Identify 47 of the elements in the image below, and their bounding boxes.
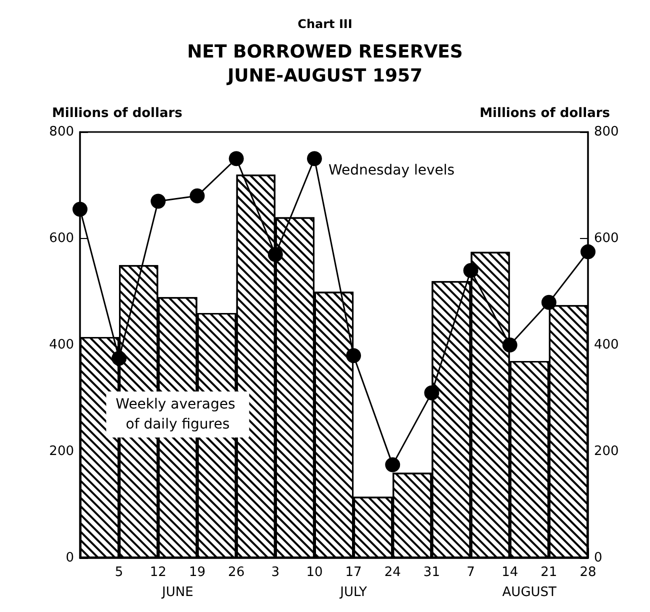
point	[424, 385, 440, 400]
point	[502, 338, 518, 352]
point	[541, 294, 556, 310]
y2-tick-label: 800	[594, 124, 619, 140]
y2-axis-title: Millions of dollars	[480, 106, 610, 121]
x-tick-label: 17	[345, 565, 362, 580]
y-axis-title: Millions of dollars	[52, 106, 183, 121]
point	[268, 246, 283, 262]
y2-tick-label: 400	[594, 338, 619, 352]
x-tick-label: 28	[580, 565, 596, 580]
point	[463, 262, 478, 278]
x-tick-label: 3	[271, 565, 280, 580]
point	[112, 350, 127, 366]
x-tick-label: 7	[466, 565, 475, 580]
text: JULY	[339, 585, 367, 600]
x-tick-label: 21	[540, 565, 558, 580]
y-tick-label: 400	[49, 338, 74, 352]
text: JUNE	[161, 585, 194, 600]
point	[150, 194, 166, 209]
series-label: Wednesday levels	[328, 162, 455, 179]
y-tick-label: 800	[49, 124, 74, 140]
x-tick-label: 10	[306, 565, 323, 580]
y2-tick-label: 0	[594, 550, 602, 566]
chart-title: NET BORROWED RESERVES	[187, 42, 463, 62]
y-tick-label: 600	[49, 231, 74, 246]
point	[580, 244, 596, 260]
series-label: Weekly averages of daily figures	[116, 396, 240, 432]
x-tick-label: 12	[150, 565, 166, 580]
point	[190, 188, 205, 204]
x-tick-label: 19	[188, 565, 206, 580]
y2-tick-label: 600	[594, 231, 619, 246]
x-tick-label: 14	[502, 565, 518, 580]
y-tick-label: 200	[49, 444, 74, 459]
point	[306, 151, 322, 166]
point	[346, 348, 362, 364]
point	[72, 202, 88, 217]
y2-tick-label: 200	[594, 444, 619, 459]
x-tick-label: 5	[114, 565, 124, 580]
text: Chart III	[298, 17, 352, 31]
x-tick-label: 26	[228, 565, 245, 580]
x-tick-label: 31	[423, 565, 440, 580]
point	[385, 457, 400, 472]
point	[228, 151, 244, 166]
y-tick-label: 0	[66, 550, 74, 566]
chart-subtitle: JUNE-AUGUST 1957	[225, 66, 423, 86]
text: AUGUST	[502, 585, 557, 600]
x-tick-label: 24	[384, 565, 401, 580]
